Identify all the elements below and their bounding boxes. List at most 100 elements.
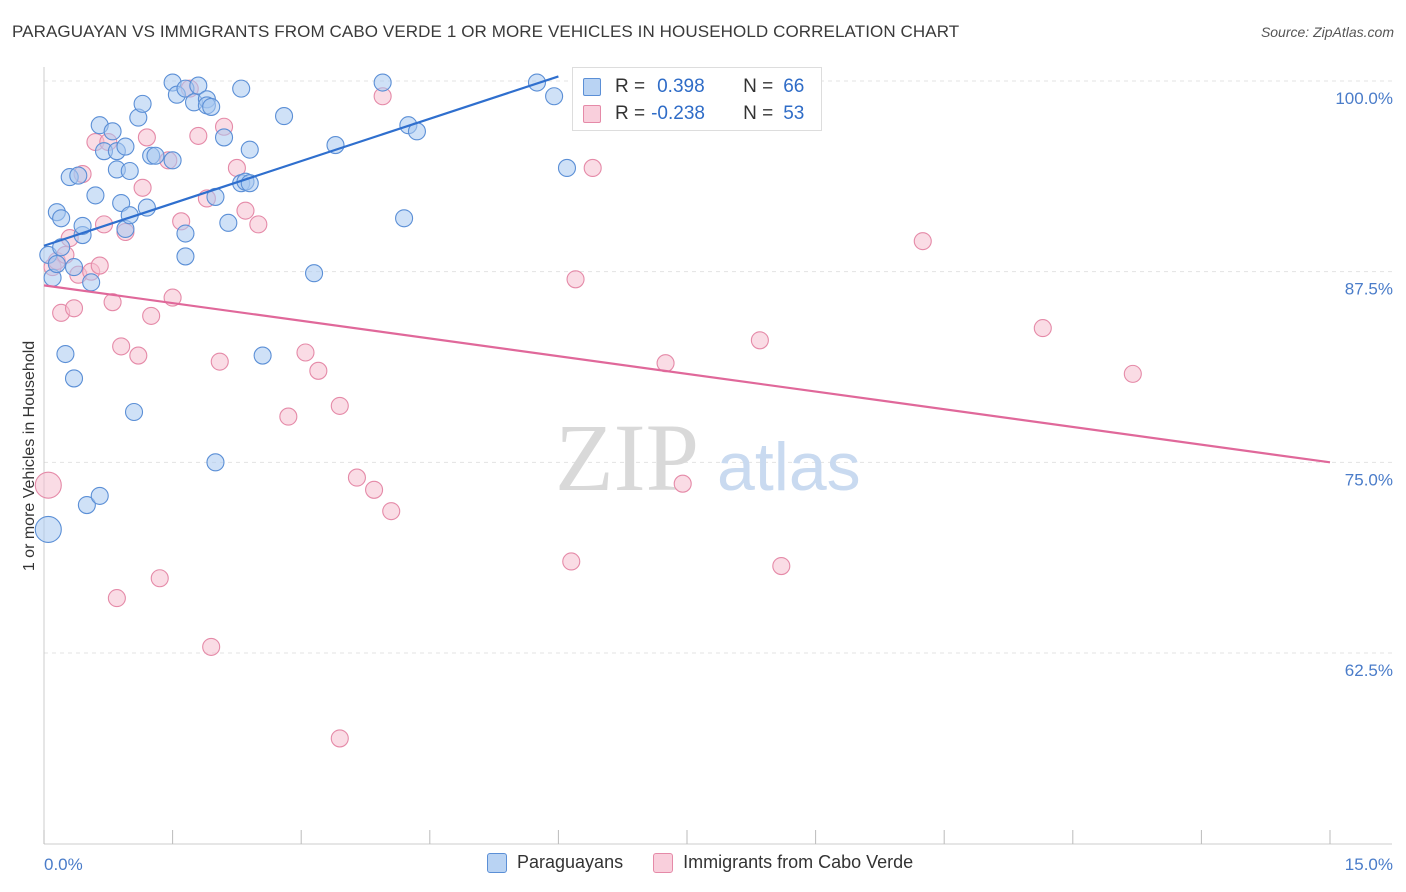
paraguayan-point (64, 258, 84, 277)
cabo-verde-point (142, 306, 161, 325)
cabo-verde-point (309, 361, 328, 380)
paraguayan-point (163, 151, 182, 170)
cabo-verde-point (112, 337, 131, 356)
legend-row-cabo-verde: R = -0.238 N = 53 (583, 102, 804, 126)
legend-r-value: -0.238 (651, 103, 705, 124)
paraguayan-point (116, 137, 135, 156)
cabo-verde-point (202, 637, 221, 656)
x-tick-label-max: 15.0% (1345, 855, 1393, 874)
paraguayan-point (219, 213, 238, 232)
legend-n-value: 53 (783, 103, 805, 124)
paraguayan-point (395, 209, 414, 228)
paraguayan-point (305, 264, 324, 283)
watermark-atlas: atlas (717, 429, 861, 505)
paraguayan-point (545, 87, 564, 106)
paraguayan-point (232, 79, 251, 98)
y-tick-label: 62.5% (1345, 661, 1393, 680)
x-tick-label-min: 0.0% (44, 855, 83, 874)
cabo-verde-point (34, 471, 62, 499)
legend-swatch-blue (583, 78, 601, 96)
cabo-verde-point (279, 407, 298, 426)
series-cabo-verde-points (34, 79, 1142, 748)
y-axis-label: 1 or more Vehicles in Household (21, 341, 38, 571)
watermark-zip: ZIP (555, 404, 699, 511)
paraguayan-point (137, 198, 156, 217)
cabo-verde-point (913, 232, 932, 251)
cabo-verde-point (249, 215, 268, 234)
bottom-legend-swatch-pink (653, 852, 674, 873)
cabo-verde-point (90, 256, 109, 275)
axes (43, 67, 1392, 845)
paraguayan-point (176, 224, 195, 243)
grid: 62.5% 75.0% 87.5% 100.0% (44, 80, 1393, 680)
cabo-verde-point (107, 589, 126, 608)
bottom-legend-paraguayans: Paraguayans (487, 852, 623, 873)
paraguayan-point (557, 158, 577, 177)
paraguayan-point (73, 216, 92, 235)
paraguayan-point (253, 346, 272, 365)
y-tick-label: 75.0% (1345, 470, 1393, 489)
legend-swatch-pink (583, 105, 601, 123)
cabo-verde-point (189, 126, 208, 145)
paraguayan-point (64, 369, 84, 388)
cabo-verde-point (1123, 364, 1142, 383)
paraguayan-point (112, 193, 131, 213)
cabo-verde-point (365, 480, 384, 499)
paraguayan-point (373, 73, 392, 92)
paraguayan-point (56, 344, 75, 364)
cabo-verde-point (330, 729, 349, 748)
legend: R = 0.398 N = 66 R = -0.238 N = 53 (572, 67, 822, 131)
paraguayan-point (77, 495, 96, 515)
legend-n-label: N = (743, 103, 774, 124)
paraguayan-point (86, 186, 105, 205)
legend-n-value: 66 (783, 76, 805, 97)
legend-n-label: N = (743, 76, 774, 97)
paraguayan-point (214, 128, 234, 147)
paraguayan-point (34, 515, 62, 543)
cabo-verde-point (150, 569, 169, 588)
paraguayan-point (52, 238, 71, 257)
trend-lines (43, 75, 1331, 464)
legend-r-value: 0.398 (657, 76, 705, 97)
paraguayan-point (90, 486, 109, 505)
paraguayan-point (120, 161, 139, 181)
cabo-verde-point (133, 178, 152, 197)
paraguayan-point (189, 76, 208, 95)
cabo-verde-point (772, 557, 791, 576)
chart-title: PARAGUAYAN VS IMMIGRANTS FROM CABO VERDE… (12, 22, 960, 41)
paraguayan-point (206, 453, 225, 472)
cabo-verde-point (210, 352, 229, 371)
paraguayan-point (146, 146, 165, 165)
cabo-verde-point (103, 293, 122, 312)
cabo-verde-point (94, 215, 114, 234)
cabo-verde-point (583, 158, 602, 177)
cabo-verde-point (562, 552, 581, 571)
bottom-legend-label: Immigrants from Cabo Verde (683, 852, 914, 872)
cabo-verde-point (64, 299, 84, 318)
cabo-verde-point (296, 343, 315, 362)
paraguayan-point (240, 140, 259, 159)
y-tick-label: 100.0% (1335, 89, 1393, 108)
paraguayan-point (52, 209, 71, 228)
paraguayan-point (176, 247, 195, 266)
bottom-legend: Paraguayans Immigrants from Cabo Verde (487, 852, 943, 873)
paraguayan-point (103, 122, 122, 141)
bottom-legend-cabo-verde: Immigrants from Cabo Verde (653, 852, 913, 873)
y-tick-label: 87.5% (1345, 280, 1393, 299)
cabo-verde-point (1033, 319, 1052, 338)
paraguayan-point (133, 94, 152, 113)
legend-r-label: R = (615, 76, 646, 97)
cabo-verde-point (673, 474, 692, 493)
cabo-verde-point (330, 396, 349, 415)
source-label: Source: ZipAtlas.com (1260, 24, 1394, 40)
cabo-verde-point (129, 346, 148, 365)
cabo-verde-point (750, 331, 769, 350)
legend-r-label: R = (615, 103, 646, 124)
paraguayan-point (47, 254, 66, 274)
bottom-legend-swatch-blue (487, 852, 507, 873)
paraguayan-point (202, 97, 221, 116)
paraguayan-point (69, 166, 88, 185)
cabo-verde-point (236, 201, 255, 220)
paraguayans-trend-line (43, 75, 559, 247)
